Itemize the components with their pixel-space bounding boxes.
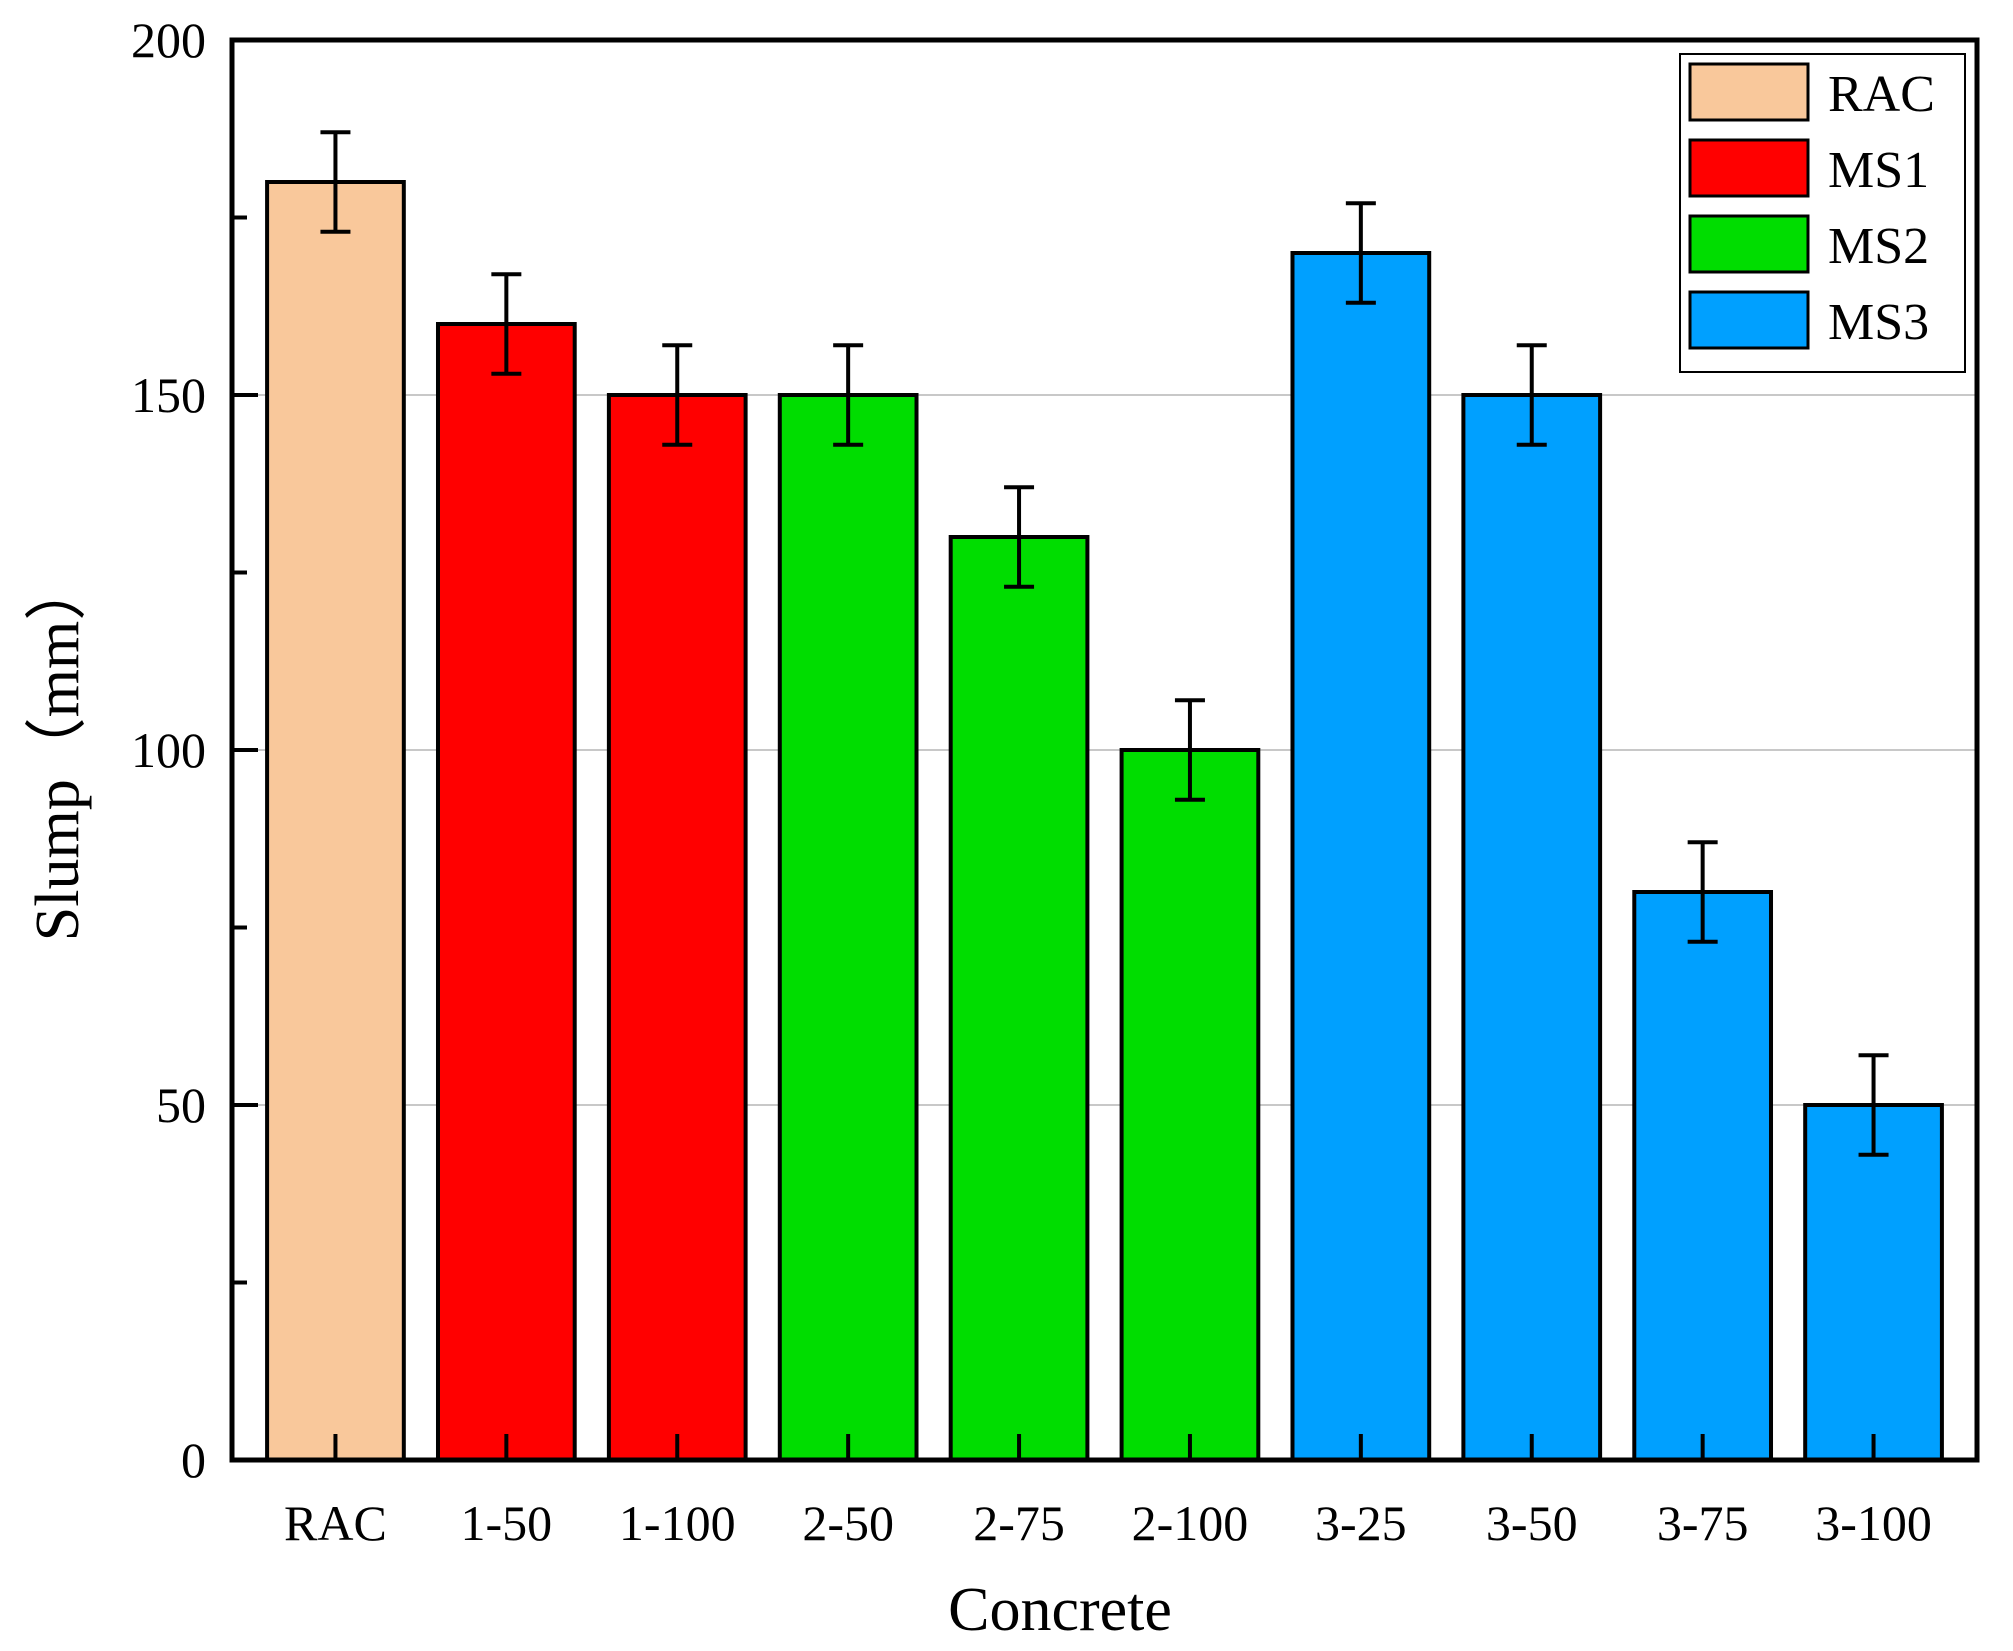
x-tick-label-3-50: 3-50 (1486, 1495, 1578, 1551)
legend-label-MS3: MS3 (1828, 294, 1929, 351)
bar-1-50 (435, 322, 577, 1462)
legend-label-MS1: MS1 (1828, 142, 1929, 199)
legend-label-MS2: MS2 (1828, 218, 1929, 275)
x-tick-label-3-75: 3-75 (1657, 1495, 1749, 1551)
y-tick-label-1: 50 (156, 1077, 206, 1133)
x-axis-title: Concrete (948, 1576, 1172, 1644)
bars (265, 180, 1944, 1462)
y-axis-title: Slump（mm） (24, 559, 92, 941)
bar-3-75 (1632, 890, 1774, 1462)
legend-swatch-RAC (1688, 62, 1810, 122)
x-tick-label-3-25: 3-25 (1315, 1495, 1407, 1551)
bar-3-25 (1290, 251, 1432, 1462)
bar-1-100 (606, 393, 748, 1462)
bar-3-100 (1803, 1103, 1944, 1462)
axes: RAC 1-50 1-100 2-50 2-75 2-100 3-25 3-50 3-75 3-1… (131, 12, 1932, 1551)
bar-RAC (265, 180, 406, 1462)
x-tick-label-RAC: RAC (284, 1495, 387, 1551)
y-tick-label-3: 150 (131, 367, 206, 423)
legend-swatch-MS2 (1688, 214, 1810, 274)
y-tick-label-2: 100 (131, 722, 206, 778)
legend-label-RAC: RAC (1828, 66, 1935, 123)
bar-2-50 (777, 393, 919, 1462)
x-tick-label-1-100: 1-100 (619, 1495, 736, 1551)
error-bars (320, 130, 1889, 1157)
y-tick-label-4: 200 (131, 12, 206, 68)
x-tick-label-2-100: 2-100 (1132, 1495, 1249, 1551)
y-tick-label-0: 0 (181, 1432, 206, 1488)
bar-2-75 (948, 535, 1090, 1462)
bar-3-50 (1461, 393, 1603, 1462)
x-tick-label-2-50: 2-50 (802, 1495, 894, 1551)
legend: RAC MS1 MS2 MS3 (1679, 53, 1966, 373)
legend-swatch-MS1 (1688, 138, 1810, 198)
legend-swatch-MS3 (1688, 290, 1810, 350)
x-tick-label-3-100: 3-100 (1815, 1495, 1932, 1551)
bar-2-100 (1119, 748, 1261, 1462)
x-tick-label-2-75: 2-75 (973, 1495, 1065, 1551)
x-tick-label-1-50: 1-50 (461, 1495, 553, 1551)
